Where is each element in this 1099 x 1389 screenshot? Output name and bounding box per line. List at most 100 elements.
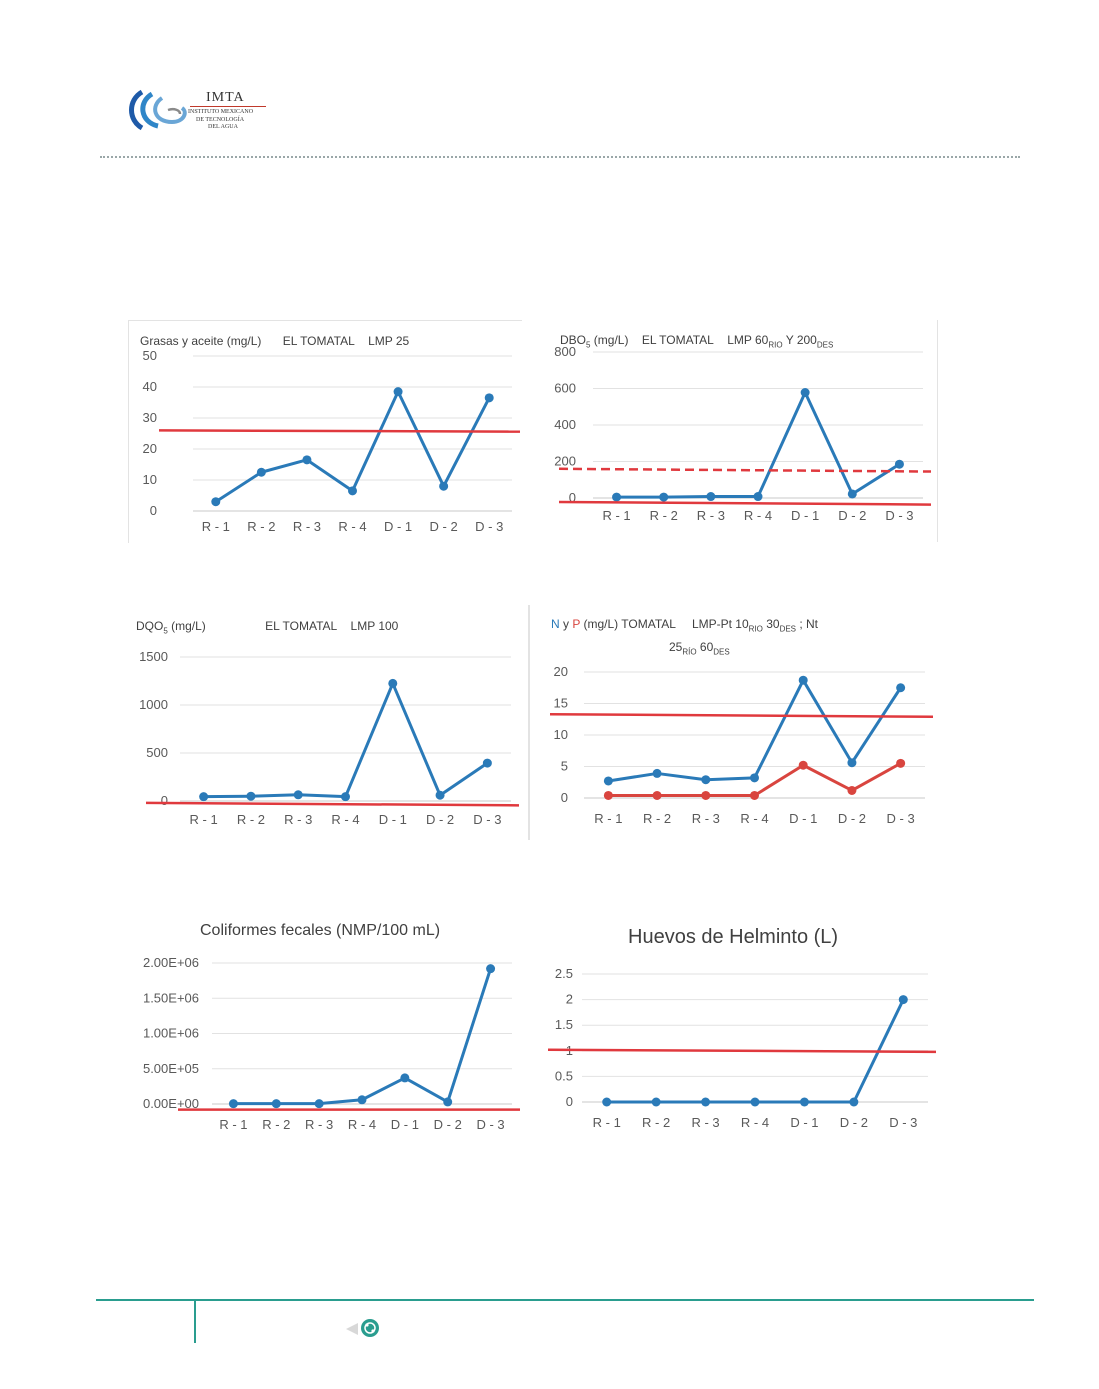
data-point <box>701 775 711 785</box>
x-tick-label: D - 3 <box>887 811 915 826</box>
data-point <box>302 455 312 465</box>
data-point <box>798 675 808 685</box>
chart-panel-grasas: Grasas y aceite (mg/L) EL TOMATAL LMP 25… <box>128 320 522 543</box>
data-point <box>393 387 403 397</box>
chart-title: N y P (mg/L) TOMATAL LMP-Pt 10RIO 30DES ;… <box>551 615 818 662</box>
data-point <box>486 964 496 974</box>
data-point <box>341 792 350 802</box>
x-tick-label: R - 3 <box>284 812 312 827</box>
x-tick-label: D - 3 <box>475 519 503 534</box>
chart-panel-dbo: DBO5 (mg/L) EL TOMATAL LMP 60RIO Y 200DE… <box>527 320 938 542</box>
y-tick-label: 15 <box>554 696 568 711</box>
x-tick-label: D - 3 <box>889 1115 917 1130</box>
title-param: DBO <box>560 333 587 347</box>
footer-rule <box>96 1299 1034 1301</box>
y-tick-label: 0 <box>161 793 168 808</box>
data-point <box>798 760 808 770</box>
series-line <box>616 391 901 499</box>
x-tick-label: D - 1 <box>790 1115 818 1130</box>
data-point <box>602 1097 612 1107</box>
title-nt-des: 60 <box>696 640 714 655</box>
title-nt-rio: 25 <box>669 640 683 655</box>
data-point <box>753 492 763 502</box>
chart-panel-nyp: N y P (mg/L) TOMATAL LMP-Pt 10RIO 30DES ;… <box>529 605 940 840</box>
data-point <box>849 1097 859 1107</box>
x-tick-label: D - 2 <box>430 519 458 534</box>
title-limit: LMP 25 <box>368 334 410 348</box>
x-tick-label: R - 1 <box>602 508 630 523</box>
x-tick-label: R - 3 <box>691 1115 719 1130</box>
y-tick-label: 800 <box>554 344 576 359</box>
y-tick-label: 1.5 <box>555 1017 573 1032</box>
series-line <box>203 681 489 799</box>
title-site: EL TOMATAL <box>641 333 714 347</box>
chart-panel-dqo: DQO5 (mg/L) EL TOMATAL LMP 100 0 500 1000 1… <box>128 605 529 840</box>
title-param: Grasas y aceite (mg/L) <box>140 334 262 348</box>
chart-dbo-svg: 0 200 400 600 800 R - 1 R - 2 R - 3 R - 4 D - 1 D … <box>554 344 932 523</box>
data-point <box>612 492 622 502</box>
data-point <box>894 459 904 469</box>
x-tick-label: R - 1 <box>593 1115 621 1130</box>
chart-title: Coliformes fecales (NMP/100 mL) <box>200 922 441 939</box>
title-nt: ; Nt <box>796 617 819 631</box>
x-tick-label: R - 1 <box>594 811 622 826</box>
data-point <box>898 995 908 1005</box>
y-tick-label: 500 <box>146 745 168 760</box>
x-tick-label: D - 3 <box>885 508 913 523</box>
x-tick-label: R - 3 <box>697 508 725 523</box>
data-point <box>388 678 398 688</box>
limit-line <box>549 712 934 718</box>
y-tick-label: 200 <box>554 454 576 469</box>
data-point <box>199 792 209 802</box>
title-site: EL TOMATAL <box>265 619 338 633</box>
x-tick-label: R - 4 <box>741 1115 769 1130</box>
chart-panel-coliformes: Coliformes fecales (NMP/100 mL) 0.00E+00… <box>128 910 528 1140</box>
title-sub-des: DES <box>779 624 797 634</box>
chart-helminto-svg: 00.511.522.5R - 1R - 2R - 3R - 4D - 1D -… <box>547 966 937 1130</box>
x-tick-label: D - 2 <box>840 1115 868 1130</box>
x-tick-label: D - 1 <box>789 811 817 826</box>
data-point <box>659 492 669 502</box>
y-tick-label: 0 <box>561 790 568 805</box>
x-tick-label: D - 1 <box>379 812 407 827</box>
y-tick-label: 0 <box>150 503 157 518</box>
data-point <box>211 497 221 507</box>
title-unit: (mg/L) <box>590 333 629 347</box>
data-point <box>439 481 449 491</box>
data-point <box>799 1097 809 1107</box>
data-point <box>246 791 256 801</box>
x-tick-label: D - 2 <box>434 1117 462 1132</box>
data-point <box>314 1099 324 1109</box>
title-n: N <box>551 617 560 631</box>
title-sub-des-2: DES <box>713 647 730 657</box>
chart-nyp-svg: 0 5 10 15 20 R - 1 R - 2 R - 3 R - 4 D - 1 D - 2 D … <box>549 664 934 826</box>
data-point <box>701 1097 711 1107</box>
chart-title: DBO5 (mg/L) EL TOMATAL LMP 60RIO Y 200DE… <box>560 333 833 349</box>
limit-line <box>158 429 521 433</box>
logo-line-3: DEL AGUA <box>208 124 238 130</box>
logo-title: IMTA <box>206 90 245 105</box>
title-p: P <box>572 617 581 631</box>
y-tick-label: 0 <box>569 490 576 505</box>
x-tick-label: D - 2 <box>838 508 866 523</box>
y-tick-label: 5 <box>561 759 568 774</box>
title-sub-rio-2: RÍO <box>682 647 697 657</box>
limit-line <box>558 500 932 506</box>
data-point <box>706 492 716 502</box>
x-tick-label: R - 4 <box>740 811 768 826</box>
x-tick-label: R - 3 <box>305 1117 333 1132</box>
y-tick-label: 2.5 <box>555 966 573 981</box>
chart-coliformes-svg: 0.00E+00 5.00E+05 1.00E+06 1.50E+06 2.00E+06… <box>143 955 520 1132</box>
y-tick-label: 1.50E+06 <box>143 990 199 1005</box>
y-tick-label: 1000 <box>139 697 168 712</box>
series-line <box>608 678 902 783</box>
chart-panel-helminto: Huevos de Helminto (L) 00.511.522.5R - 1… <box>540 920 940 1140</box>
data-point <box>652 790 662 800</box>
data-point <box>256 467 266 477</box>
x-tick-label: R - 3 <box>293 519 321 534</box>
y-tick-label: 600 <box>554 381 576 396</box>
footer-vertical-rule <box>194 1299 196 1343</box>
data-point <box>847 489 857 499</box>
data-point <box>847 758 857 768</box>
x-tick-label: D - 3 <box>476 1117 504 1132</box>
